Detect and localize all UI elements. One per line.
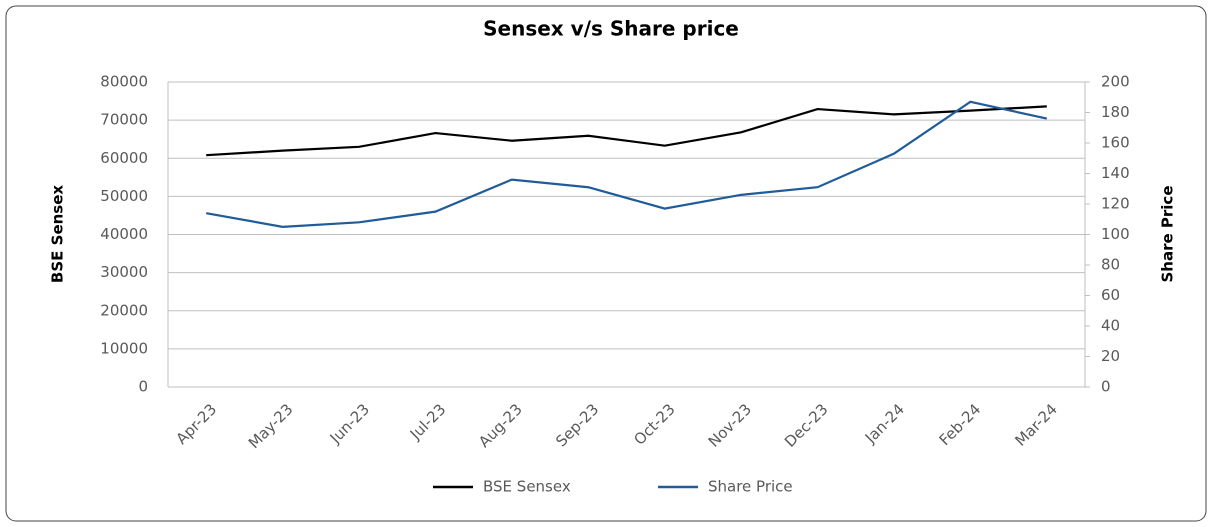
y2-tick-label: 200 (1101, 73, 1130, 91)
series-line (206, 100, 1048, 228)
y-tick-label: 20000 (100, 301, 148, 319)
legend-label: BSE Sensex (483, 478, 571, 496)
y2-tick-label: 160 (1101, 134, 1130, 152)
y2-axis-title: Share Price (1159, 186, 1177, 283)
y-tick-label: 80000 (100, 73, 148, 91)
y2-tick-label: 40 (1101, 317, 1120, 335)
y2-tick-label: 180 (1101, 103, 1130, 121)
legend-label: Share Price (708, 478, 793, 496)
chart-border (5, 5, 1207, 522)
y2-tick-label: 0 (1101, 378, 1111, 396)
series-line (206, 105, 1047, 157)
y-tick-label: 60000 (100, 149, 148, 167)
y2-tick-label: 80 (1101, 256, 1120, 274)
y2-tick-label: 20 (1101, 347, 1120, 365)
y-axis-title: BSE Sensex (49, 185, 67, 283)
y-tick-label: 50000 (100, 187, 148, 205)
y-tick-label: 30000 (100, 263, 148, 281)
y-tick-label: 70000 (100, 111, 148, 129)
y2-tick-label: 140 (1101, 164, 1130, 182)
y2-tick-label: 60 (1101, 286, 1120, 304)
y-tick-label: 0 (138, 378, 148, 396)
y2-tick-label: 100 (1101, 225, 1130, 243)
chart-title: Sensex v/s Share price (483, 17, 739, 41)
y-tick-label: 10000 (100, 339, 148, 357)
y2-tick-label: 120 (1101, 195, 1130, 213)
y-tick-label: 40000 (100, 225, 148, 243)
